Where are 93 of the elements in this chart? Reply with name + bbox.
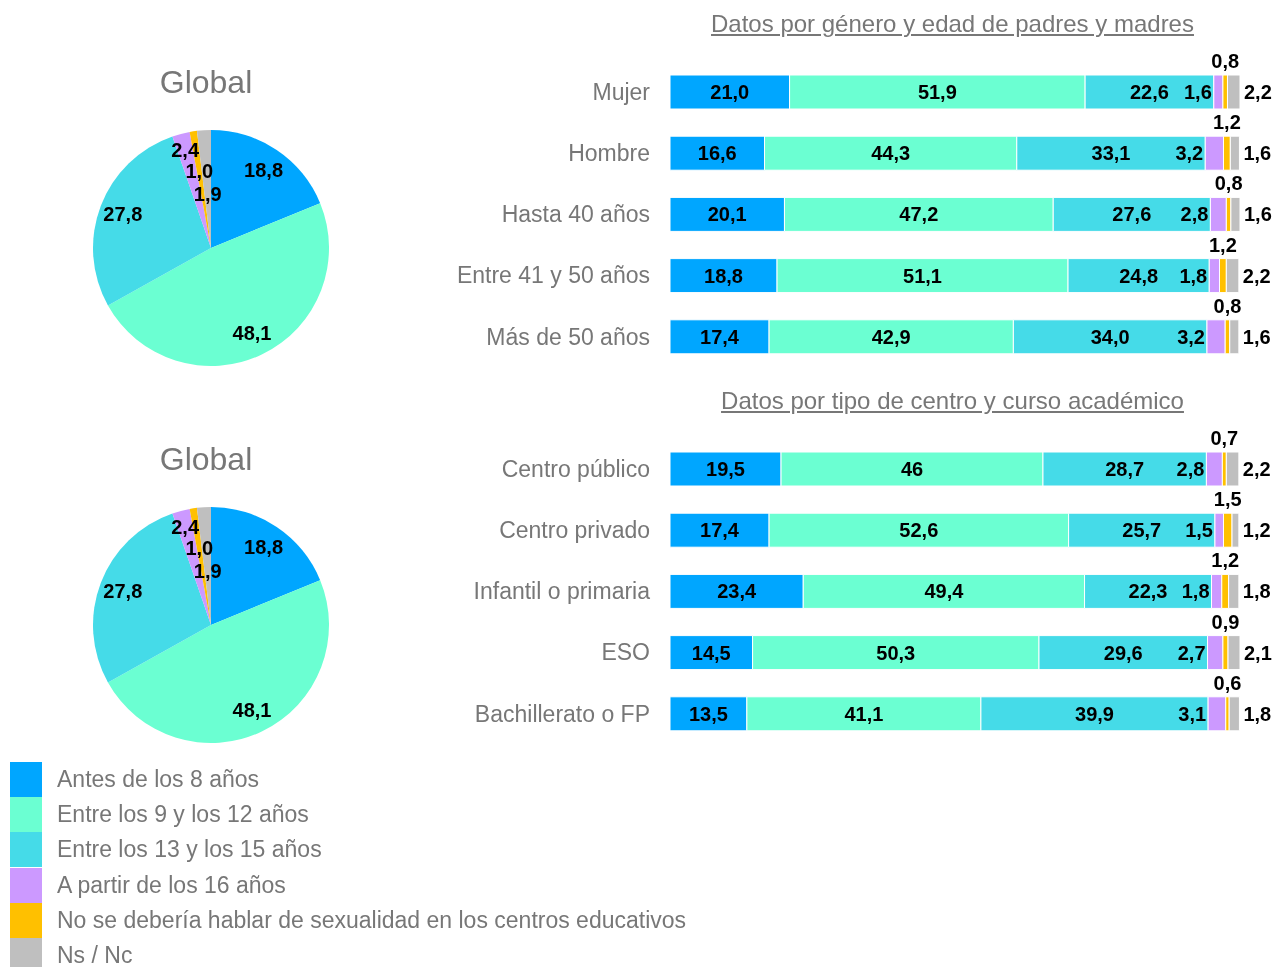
data-label: 3,2: [1177, 325, 1205, 348]
data-label: 48,1: [232, 699, 272, 722]
data-label: 22,3: [1128, 580, 1168, 603]
data-label: 1,5: [1213, 488, 1242, 511]
data-label: 1,9: [193, 182, 222, 205]
data-label: 3,1: [1178, 702, 1207, 725]
data-label: 1,5: [1185, 519, 1213, 542]
bar: [1226, 74, 1240, 110]
data-label: 18,8: [704, 264, 743, 287]
data-label: 50,3: [876, 641, 916, 664]
data-label: 22,6: [1129, 81, 1169, 103]
data-label: 1,9: [193, 559, 222, 582]
bar: [1230, 196, 1240, 232]
data-label: 0,6: [1213, 671, 1242, 694]
data-label: 18,8: [244, 535, 284, 558]
chart-title: Datos por tipo de centro y curso académico: [720, 387, 1185, 415]
data-label: 0,8: [1211, 50, 1240, 72]
data-label: 41,1: [844, 702, 884, 725]
data-label: 13,5: [688, 702, 728, 725]
y-tick-label: Hasta 40 años: [501, 201, 650, 228]
y-tick-label: Mujer: [592, 78, 651, 105]
legend-label: Ns / Nc: [57, 942, 133, 967]
y-tick-label: Infantil o primaria: [473, 578, 651, 605]
data-label: 21,0: [710, 81, 750, 103]
chart-title: Datos por género y edad de padres y madres: [710, 10, 1195, 38]
data-label: 1,8: [1181, 580, 1210, 603]
data-label: 39,9: [1075, 702, 1114, 725]
data-label: 2,8: [1176, 458, 1205, 480]
data-label: 14,5: [691, 641, 731, 664]
bar: [1225, 451, 1240, 487]
data-label: 2,2: [1242, 264, 1271, 287]
data-label: 27,8: [103, 203, 143, 226]
y-tick-label: Centro privado: [499, 516, 650, 543]
y-tick-label: Centro público: [501, 455, 650, 482]
data-label: 17,4: [700, 325, 740, 348]
data-label: 52,6: [899, 519, 939, 542]
data-label: 34,0: [1090, 325, 1130, 348]
data-label: 51,9: [917, 81, 957, 103]
data-label: 28,7: [1105, 458, 1145, 480]
y-tick-label: ESO: [601, 639, 650, 666]
data-label: 24,8: [1119, 264, 1159, 287]
data-label: 2,2: [1242, 458, 1271, 480]
data-label: 1,6: [1183, 81, 1212, 103]
data-label: 23,4: [717, 580, 757, 603]
data-label: 2,1: [1244, 641, 1272, 664]
legend-label: Entre los 13 y los 15 años: [57, 836, 322, 864]
data-label: 49,4: [924, 580, 965, 603]
data-label: 51,1: [903, 264, 943, 287]
data-label: 1,8: [1242, 580, 1271, 603]
data-label: 17,4: [700, 519, 740, 542]
bar: [1228, 696, 1240, 732]
data-label: 0,8: [1213, 294, 1242, 317]
data-label: 1,2: [1211, 549, 1240, 572]
data-label: 1,2: [1242, 519, 1271, 542]
y-tick-label: Más de 50 años: [486, 323, 650, 350]
legend-label: Antes de los 8 años: [57, 766, 260, 794]
legend-label: No se debería hablar de sexualidad en los centros educativos: [57, 906, 687, 934]
data-label: 0,7: [1210, 427, 1239, 449]
data-label: 2,2: [1244, 81, 1272, 103]
data-label: 27,6: [1112, 203, 1152, 226]
data-label: 1,6: [1243, 142, 1272, 165]
data-label: 1,8: [1179, 264, 1208, 287]
chart-title: Global: [158, 440, 254, 479]
data-label: 29,6: [1103, 641, 1143, 664]
data-label: 27,8: [103, 580, 143, 603]
y-tick-label: Hombre: [568, 139, 650, 166]
data-label: 18,8: [244, 158, 284, 181]
legend-label: A partir de los 16 años: [57, 871, 286, 899]
y-tick-label: Bachillerato o FP: [474, 700, 650, 727]
data-label: 3,2: [1175, 142, 1204, 165]
data-label: 44,3: [871, 142, 911, 165]
data-label: 1,6: [1242, 325, 1271, 348]
data-label: 33,1: [1091, 142, 1131, 165]
data-label: 46: [900, 458, 924, 480]
data-label: 20,1: [707, 203, 747, 226]
data-label: 1,6: [1244, 203, 1272, 226]
data-label: 19,5: [706, 458, 745, 480]
data-label: 0,8: [1214, 172, 1243, 195]
data-label: 1,8: [1243, 702, 1272, 725]
chart-title: Global: [158, 63, 254, 102]
data-label: 16,6: [697, 142, 737, 165]
data-label: 42,9: [871, 325, 911, 348]
data-label: 2,7: [1177, 641, 1206, 664]
data-label: 0,9: [1211, 610, 1240, 633]
data-label: 1,2: [1209, 233, 1237, 256]
legend-label: Entre los 9 y los 12 años: [57, 801, 309, 829]
data-label: 2,8: [1180, 203, 1209, 226]
data-label: 25,7: [1122, 519, 1162, 542]
data-label: 48,1: [232, 322, 272, 345]
bar: [1229, 319, 1240, 355]
data-label: 47,2: [899, 203, 939, 226]
data-label: 1,2: [1213, 111, 1241, 134]
y-tick-label: Entre 41 y 50 años: [456, 262, 650, 289]
